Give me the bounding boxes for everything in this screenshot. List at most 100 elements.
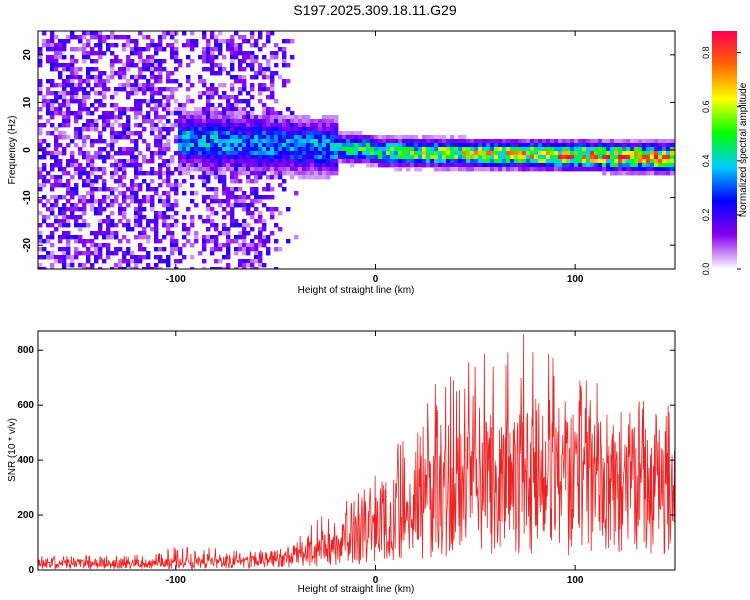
heatmap-cell xyxy=(162,59,167,64)
heatmap-cell xyxy=(38,231,43,236)
heatmap-cell xyxy=(602,167,607,172)
heatmap-cell xyxy=(146,235,151,240)
heatmap-cell xyxy=(342,135,347,140)
heatmap-cell xyxy=(126,239,131,244)
heatmap-cell xyxy=(282,39,287,44)
heatmap-cell xyxy=(38,267,43,269)
heatmap-cell xyxy=(286,167,291,172)
heatmap-cell xyxy=(222,107,227,112)
heatmap-cell xyxy=(158,215,163,220)
heatmap-cell xyxy=(282,143,287,148)
heatmap-cell xyxy=(206,235,211,240)
heatmap-cell xyxy=(62,183,67,188)
heatmap-cell xyxy=(522,151,527,156)
heatmap-cell xyxy=(42,267,47,269)
heatmap-cell xyxy=(206,159,211,164)
heatmap-cell xyxy=(118,263,123,268)
heatmap-cell xyxy=(302,143,307,148)
heatmap-cell xyxy=(70,87,75,92)
heatmap-cell xyxy=(178,159,183,164)
heatmap-cell xyxy=(294,127,299,132)
heatmap-cell xyxy=(410,159,415,164)
heatmap-cell xyxy=(62,111,67,116)
heatmap-cell xyxy=(42,175,47,180)
heatmap-cell xyxy=(94,35,99,40)
heatmap-cell xyxy=(138,59,143,64)
heatmap-cell xyxy=(58,39,63,44)
heatmap-cell xyxy=(262,151,267,156)
heatmap-cell xyxy=(178,163,183,168)
heatmap-cell xyxy=(462,147,467,152)
heatmap-cell xyxy=(186,119,191,124)
heatmap-cell xyxy=(78,227,83,232)
heatmap-cell xyxy=(90,143,95,148)
heatmap-cell xyxy=(210,35,215,40)
heatmap-cell xyxy=(234,119,239,124)
heatmap-cell xyxy=(74,127,79,132)
heatmap-cell xyxy=(174,191,179,196)
heatmap-cell xyxy=(614,159,619,164)
heatmap-cell xyxy=(154,231,159,236)
heatmap-cell xyxy=(218,267,223,269)
heatmap-cell xyxy=(206,135,211,140)
heatmap-cell xyxy=(430,151,435,156)
heatmap-cell xyxy=(58,167,63,172)
heatmap-cell xyxy=(354,159,359,164)
heatmap-cell xyxy=(134,259,139,264)
heatmap-cell xyxy=(82,127,87,132)
heatmap-cell xyxy=(66,235,71,240)
heatmap-cell xyxy=(130,131,135,136)
heatmap-cell xyxy=(98,255,103,260)
heatmap-cell xyxy=(70,139,75,144)
heatmap-cell xyxy=(142,59,147,64)
heatmap-cell xyxy=(218,259,223,264)
heatmap-cell xyxy=(298,167,303,172)
heatmap-cell xyxy=(142,35,147,40)
heatmap-cell xyxy=(62,119,67,124)
heatmap-cell xyxy=(358,131,363,136)
heatmap-cell xyxy=(142,47,147,52)
heatmap-cell xyxy=(210,207,215,212)
heatmap-cell xyxy=(186,207,191,212)
heatmap-cell xyxy=(318,151,323,156)
heatmap-cell xyxy=(310,175,315,180)
heatmap-cell xyxy=(226,135,231,140)
x-tick-label: 100 xyxy=(567,575,584,586)
heatmap-cell xyxy=(662,147,667,152)
heatmap-cell xyxy=(246,155,251,160)
heatmap-cell xyxy=(358,151,363,156)
heatmap-cell xyxy=(134,83,139,88)
heatmap-cell xyxy=(194,131,199,136)
heatmap-cell xyxy=(658,167,663,172)
heatmap-cell xyxy=(202,123,207,128)
heatmap-cell xyxy=(634,171,639,176)
heatmap-cell xyxy=(70,47,75,52)
heatmap-cell xyxy=(466,143,471,148)
heatmap-cell xyxy=(110,75,115,80)
heatmap-cell xyxy=(178,167,183,172)
heatmap-cell xyxy=(274,143,279,148)
heatmap-cell xyxy=(114,231,119,236)
heatmap-cell xyxy=(178,119,183,124)
heatmap-cell xyxy=(350,131,355,136)
heatmap-cell xyxy=(494,147,499,152)
heatmap-cell xyxy=(262,147,267,152)
heatmap-cell xyxy=(234,247,239,252)
heatmap-cell xyxy=(198,95,203,100)
heatmap-cell xyxy=(178,131,183,136)
heatmap-cell xyxy=(278,115,283,120)
heatmap-cell xyxy=(278,227,283,232)
heatmap-cell xyxy=(118,267,123,269)
heatmap-cell xyxy=(522,159,527,164)
heatmap-cell xyxy=(378,151,383,156)
heatmap-cell xyxy=(246,51,251,56)
heatmap-cell xyxy=(134,223,139,228)
heatmap-cell xyxy=(134,131,139,136)
heatmap-cell xyxy=(298,115,303,120)
heatmap-cell xyxy=(410,139,415,144)
heatmap-cell xyxy=(390,151,395,156)
heatmap-cell xyxy=(202,155,207,160)
heatmap-cell xyxy=(206,51,211,56)
heatmap-cell xyxy=(398,143,403,148)
heatmap-cell xyxy=(302,139,307,144)
